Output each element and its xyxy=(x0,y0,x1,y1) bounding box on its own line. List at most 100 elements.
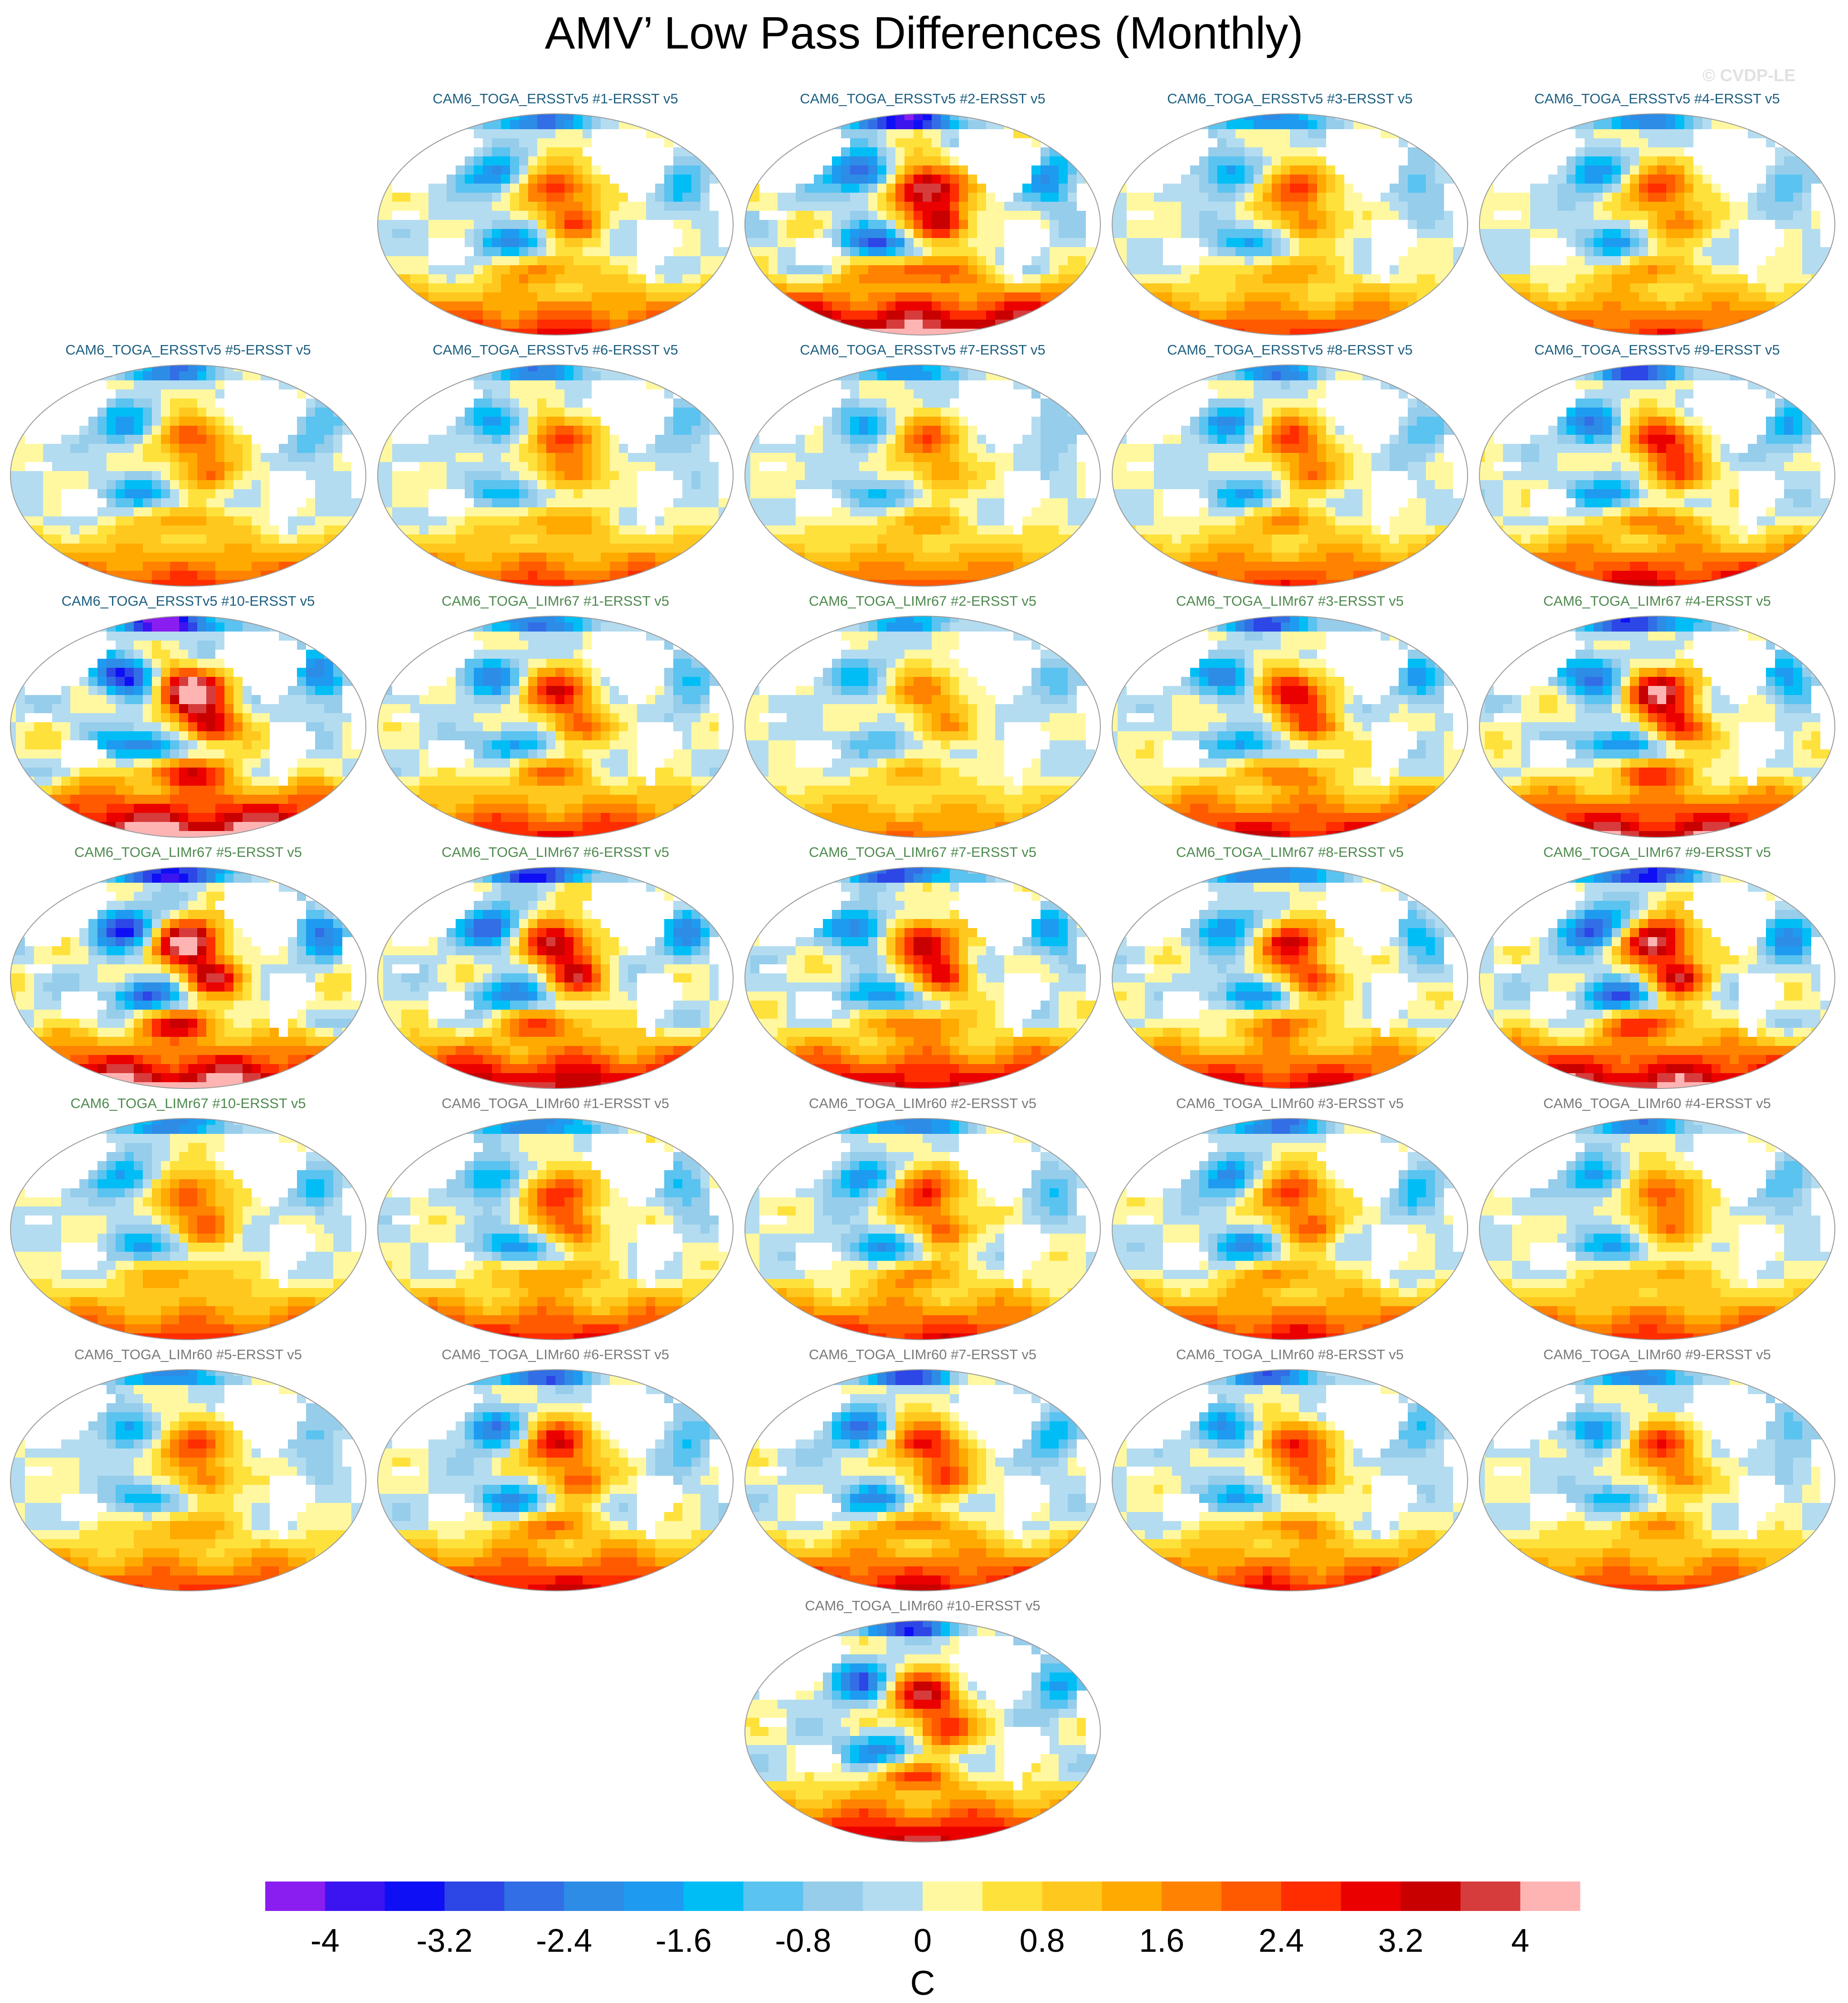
map-border xyxy=(1112,616,1468,838)
map-panel: CAM6_TOGA_LIMr67 #5-ERSST v5 xyxy=(7,844,370,1091)
panel-title: CAM6_TOGA_ERSSTv5 #10-ERSST v5 xyxy=(7,593,370,609)
colorbar-segment xyxy=(1341,1881,1401,1911)
map-border xyxy=(1112,365,1468,587)
sst-anomaly-field xyxy=(1112,114,1468,335)
global-map xyxy=(1112,113,1468,335)
colorbar-segment xyxy=(803,1881,863,1911)
sst-anomaly-field xyxy=(745,1621,1100,1842)
map-panel: CAM6_TOGA_LIMr60 #7-ERSST v5 xyxy=(741,1347,1104,1594)
sst-anomaly-field xyxy=(10,1370,366,1591)
map-panel: CAM6_TOGA_LIMr60 #10-ERSST v5 xyxy=(741,1598,1104,1845)
colorbar-segment xyxy=(504,1881,564,1911)
global-map xyxy=(377,113,734,335)
map-panel: CAM6_TOGA_LIMr60 #3-ERSST v5 xyxy=(1109,1095,1471,1342)
sst-anomaly-field xyxy=(1479,1118,1835,1340)
map-border xyxy=(1479,1369,1835,1591)
map-border xyxy=(10,365,366,587)
panel-title: CAM6_TOGA_LIMr60 #1-ERSST v5 xyxy=(374,1095,737,1112)
sst-anomaly-field xyxy=(10,867,366,1089)
map-panel: CAM6_TOGA_ERSSTv5 #10-ERSST v5 xyxy=(7,593,370,840)
colorbar-segment xyxy=(1401,1881,1461,1911)
global-map xyxy=(1479,1369,1835,1591)
global-map xyxy=(744,113,1101,335)
sst-anomaly-field xyxy=(1479,365,1835,586)
sst-anomaly-field xyxy=(745,114,1100,335)
panel-title: CAM6_TOGA_LIMr67 #2-ERSST v5 xyxy=(741,593,1104,609)
sst-anomaly-field xyxy=(745,867,1100,1089)
sst-anomaly-field xyxy=(1479,867,1835,1089)
map-border xyxy=(377,616,734,838)
map-panel: CAM6_TOGA_ERSSTv5 #2-ERSST v5 xyxy=(741,91,1104,338)
sst-anomaly-field xyxy=(1112,1118,1468,1340)
panel-title: CAM6_TOGA_ERSSTv5 #4-ERSST v5 xyxy=(1476,91,1838,107)
sst-anomaly-field xyxy=(378,867,733,1089)
map-panel: CAM6_TOGA_ERSSTv5 #7-ERSST v5 xyxy=(741,342,1104,589)
sst-anomaly-field xyxy=(1112,1370,1468,1591)
map-border xyxy=(377,1118,734,1340)
panel-title: CAM6_TOGA_ERSSTv5 #2-ERSST v5 xyxy=(741,91,1104,107)
global-map xyxy=(1479,616,1835,838)
global-map xyxy=(1112,1118,1468,1340)
colorbar-segment xyxy=(564,1881,624,1911)
sst-anomaly-field xyxy=(1112,867,1468,1089)
colorbar-segment xyxy=(1520,1881,1581,1911)
global-map xyxy=(10,1118,366,1340)
sst-anomaly-field xyxy=(745,616,1100,837)
map-panel: CAM6_TOGA_LIMr60 #2-ERSST v5 xyxy=(741,1095,1104,1342)
sst-anomaly-field xyxy=(1112,365,1468,586)
figure-title: AMV’ Low Pass Differences (Monthly) xyxy=(0,8,1848,58)
sst-anomaly-field xyxy=(378,365,733,586)
panel-title: CAM6_TOGA_ERSSTv5 #1-ERSST v5 xyxy=(374,91,737,107)
panel-title: CAM6_TOGA_LIMr67 #5-ERSST v5 xyxy=(7,844,370,861)
map-border xyxy=(744,113,1101,335)
colorbar-segment xyxy=(265,1881,326,1911)
panel-title: CAM6_TOGA_LIMr60 #3-ERSST v5 xyxy=(1109,1095,1471,1112)
global-map xyxy=(10,1369,366,1591)
panel-title: CAM6_TOGA_LIMr67 #6-ERSST v5 xyxy=(374,844,737,861)
map-border xyxy=(10,616,366,838)
colorbar-segment xyxy=(325,1881,385,1911)
global-map xyxy=(1479,1118,1835,1340)
map-panel: CAM6_TOGA_ERSSTv5 #8-ERSST v5 xyxy=(1109,342,1471,589)
panel-title: CAM6_TOGA_LIMr67 #9-ERSST v5 xyxy=(1476,844,1838,861)
colorbar-segment xyxy=(923,1881,983,1911)
sst-anomaly-field xyxy=(1479,114,1835,335)
sst-anomaly-field xyxy=(378,1370,733,1591)
global-map xyxy=(1479,867,1835,1089)
colorbar-segment xyxy=(863,1881,923,1911)
colorbar-segment xyxy=(623,1881,684,1911)
panel-title: CAM6_TOGA_LIMr67 #1-ERSST v5 xyxy=(374,593,737,609)
global-map xyxy=(744,365,1101,587)
map-border xyxy=(744,867,1101,1089)
colorbar-segment xyxy=(1102,1881,1162,1911)
sst-anomaly-field xyxy=(745,365,1100,586)
colorbar-segment xyxy=(743,1881,803,1911)
global-map xyxy=(1112,867,1468,1089)
sst-anomaly-field xyxy=(10,1118,366,1340)
panel-title: CAM6_TOGA_LIMr60 #7-ERSST v5 xyxy=(741,1347,1104,1363)
sst-anomaly-field xyxy=(1479,616,1835,837)
map-border xyxy=(744,365,1101,587)
colorbar-segment xyxy=(1042,1881,1102,1911)
map-panel: CAM6_TOGA_LIMr67 #9-ERSST v5 xyxy=(1476,844,1838,1091)
map-border xyxy=(377,365,734,587)
global-map xyxy=(744,616,1101,838)
panel-title: CAM6_TOGA_LIMr60 #6-ERSST v5 xyxy=(374,1347,737,1363)
sst-anomaly-field xyxy=(745,1118,1100,1340)
global-map xyxy=(1112,1369,1468,1591)
panel-title: CAM6_TOGA_ERSSTv5 #3-ERSST v5 xyxy=(1109,91,1471,107)
map-panel: CAM6_TOGA_ERSSTv5 #1-ERSST v5 xyxy=(374,91,737,338)
global-map xyxy=(377,365,734,587)
panel-title: CAM6_TOGA_ERSSTv5 #5-ERSST v5 xyxy=(7,342,370,358)
global-map xyxy=(10,867,366,1089)
panel-title: CAM6_TOGA_LIMr67 #8-ERSST v5 xyxy=(1109,844,1471,861)
map-panel: CAM6_TOGA_LIMr67 #7-ERSST v5 xyxy=(741,844,1104,1091)
panel-title: CAM6_TOGA_ERSSTv5 #6-ERSST v5 xyxy=(374,342,737,358)
panel-title: CAM6_TOGA_ERSSTv5 #8-ERSST v5 xyxy=(1109,342,1471,358)
panel-title: CAM6_TOGA_ERSSTv5 #9-ERSST v5 xyxy=(1476,342,1838,358)
map-border xyxy=(744,1620,1101,1843)
map-panel: CAM6_TOGA_LIMr60 #1-ERSST v5 xyxy=(374,1095,737,1342)
colorbar-segment xyxy=(683,1881,744,1911)
map-border xyxy=(1112,113,1468,335)
map-panel: CAM6_TOGA_ERSSTv5 #4-ERSST v5 xyxy=(1476,91,1838,338)
